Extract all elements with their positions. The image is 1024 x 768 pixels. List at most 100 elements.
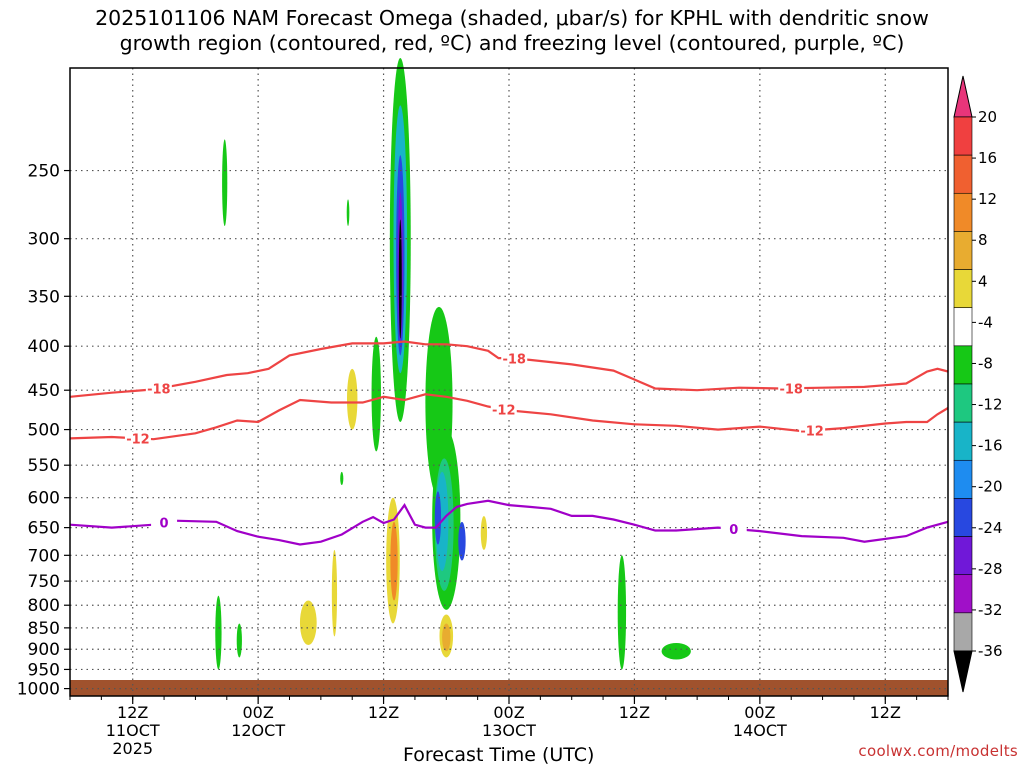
x-tick-label-42-0: 00Z [493, 703, 524, 722]
y-tick-label-400: 400 [28, 337, 60, 357]
contour-label-bg-0-0 [151, 515, 178, 530]
x-tick-label-66-1: 14OCT [733, 721, 787, 740]
omega-blob-24 [236, 623, 242, 658]
colorbar: 20 16 12 8 4 -4 -8 -12 -16 -20 -24 -28 -32 -36 [953, 75, 1003, 693]
contour-line-0 [69, 499, 949, 546]
omega-blob-17 [346, 368, 358, 430]
x-tick-label-18-0: 00Z [242, 703, 273, 722]
y-tick-label-850: 850 [28, 619, 60, 639]
colorbar-label-0: 20 [978, 108, 997, 126]
colorbar-label-6: -8 [978, 354, 993, 372]
colorbar-label-1: 16 [978, 149, 997, 167]
credit-text: coolwx.com/modelts [858, 742, 1018, 760]
colorbar-seg-6 [953, 345, 973, 385]
contour-label-bg--12-2 [799, 423, 826, 438]
contour-label-bg--18-1 [501, 351, 528, 366]
omega-blob-19 [346, 199, 350, 227]
ground-surface [70, 680, 948, 696]
contour-label-bg--12-0 [124, 431, 151, 446]
y-tick-label-650: 650 [28, 519, 60, 539]
x-tick-label-66-0: 00Z [744, 703, 775, 722]
omega-blob-13 [390, 521, 398, 601]
x-tick-label-42-1: 13OCT [482, 721, 536, 740]
colorbar-seg-9 [953, 459, 973, 499]
contour-label--12-0: -12 [126, 432, 150, 447]
contour-label-bg--12-1 [490, 402, 517, 417]
omega-blob-4 [398, 219, 402, 339]
x-tick-label-6-1: 11OCT [106, 721, 160, 740]
contour-line--18 [69, 340, 949, 398]
colorbar-top-arrow [953, 75, 973, 118]
y-tick-label-950: 950 [28, 660, 60, 680]
contour-label-bg--18-2 [778, 381, 805, 396]
y-tick-label-300: 300 [28, 230, 60, 250]
contour-label--12-1: -12 [492, 403, 516, 418]
colorbar-seg-1 [953, 154, 973, 194]
x-tick-label-6-0: 12Z [117, 703, 148, 722]
colorbar-bottom-arrow [953, 650, 973, 693]
omega-blob-25 [617, 555, 627, 670]
omega-blob-15 [442, 623, 451, 652]
contour-line--12 [69, 393, 949, 441]
contour-label--18-1: -18 [502, 353, 526, 368]
y-tick-label-500: 500 [28, 421, 60, 441]
contour-lines: -18 -18 -18 -12 -12 -12 0 0 [69, 340, 949, 546]
omega-blob-11 [371, 336, 381, 452]
colorbar-label-9: -20 [978, 478, 1003, 496]
x-tick-label-18-1: 12OCT [231, 721, 285, 740]
title-line-1: 2025101106 NAM Forecast Omega (shaded, μ… [95, 6, 929, 30]
omega-blob-23 [215, 595, 222, 670]
y-axis-ticks: 2503003504004505005506006507007508008509… [17, 162, 70, 700]
colorbar-seg-10 [953, 498, 973, 537]
omega-blob-18 [222, 139, 228, 227]
y-tick-label-1000: 1000 [17, 680, 60, 700]
chart-title: 2025101106 NAM Forecast Omega (shaded, μ… [0, 6, 1024, 56]
colorbar-label-3: 8 [978, 231, 988, 249]
omega-blob-16 [480, 515, 488, 550]
colorbar-label-4: 4 [978, 272, 988, 290]
omega-blob-20 [340, 471, 344, 486]
y-tick-label-600: 600 [28, 489, 60, 509]
contour-label--12-2: -12 [800, 424, 824, 439]
grid-lines [70, 68, 948, 696]
colorbar-seg-11 [953, 536, 973, 576]
y-tick-label-550: 550 [28, 456, 60, 476]
y-tick-label-800: 800 [28, 596, 60, 616]
colorbar-label-13: -36 [978, 642, 1003, 660]
x-tick-label-6-2: 2025 [112, 739, 153, 758]
omega-blob-21 [331, 549, 338, 637]
contour-label-0-0: 0 [160, 517, 169, 532]
contour-label--18-2: -18 [779, 382, 803, 397]
title-line-2: growth region (contoured, red, ºC) and f… [119, 31, 905, 55]
colorbar-seg-7 [953, 383, 973, 423]
x-tick-label-78-0: 12Z [870, 703, 901, 722]
colorbar-label-5: -4 [978, 313, 993, 331]
omega-blob-26 [661, 642, 691, 660]
colorbar-seg-8 [953, 421, 973, 461]
y-tick-label-750: 750 [28, 572, 60, 592]
omega-shading [215, 58, 691, 670]
colorbar-seg-3 [953, 231, 973, 270]
contour-label-bg--18-0 [145, 381, 172, 396]
y-tick-label-450: 450 [28, 381, 60, 401]
colorbar-seg-0 [953, 116, 973, 156]
contour-label--18-0: -18 [147, 382, 171, 397]
colorbar-label-11: -28 [978, 560, 1003, 578]
contour-label-0-1: 0 [729, 523, 738, 538]
y-tick-label-700: 700 [28, 546, 60, 566]
x-tick-label-54-0: 12Z [619, 703, 650, 722]
colorbar-seg-12 [953, 574, 973, 614]
y-tick-label-900: 900 [28, 640, 60, 660]
x-tick-label-30-0: 12Z [368, 703, 399, 722]
omega-blob-9 [434, 491, 442, 545]
omega-blob-22 [299, 600, 317, 646]
colorbar-seg-2 [953, 192, 973, 232]
colorbar-label-2: 12 [978, 190, 997, 208]
colorbar-label-7: -12 [978, 396, 1003, 414]
contour-label-bg-0-1 [720, 521, 747, 536]
y-tick-label-350: 350 [28, 287, 60, 307]
colorbar-label-10: -24 [978, 519, 1003, 537]
colorbar-label-8: -16 [978, 437, 1003, 455]
